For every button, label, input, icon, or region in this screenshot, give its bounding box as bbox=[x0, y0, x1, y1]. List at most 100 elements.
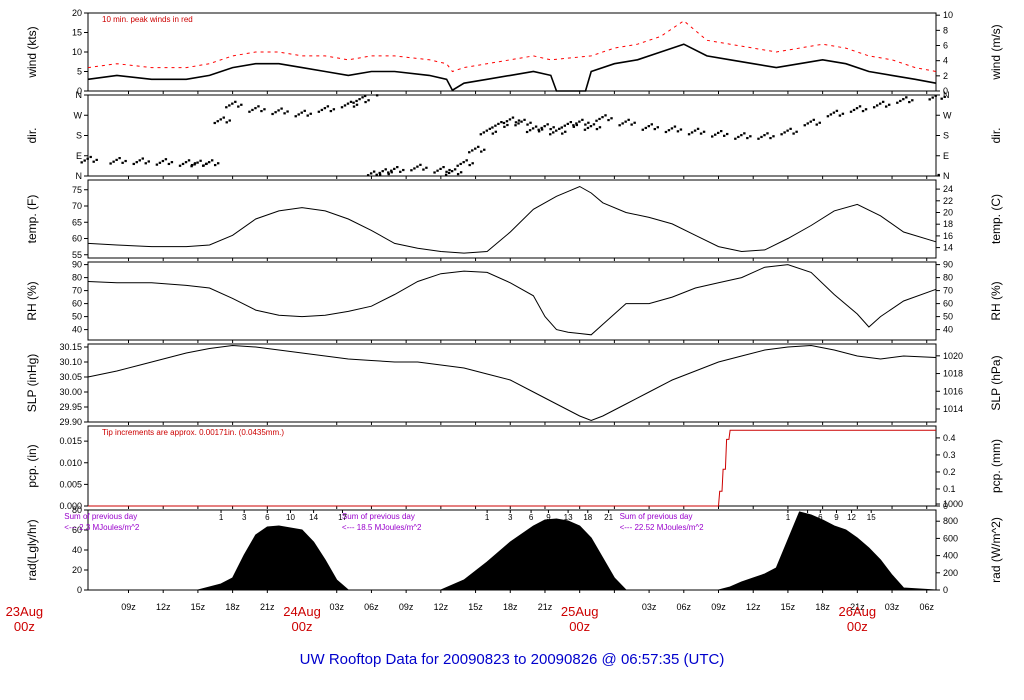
dir-point bbox=[630, 123, 633, 126]
dir-point bbox=[826, 115, 830, 118]
dir-point bbox=[803, 124, 806, 127]
temp-series-line bbox=[87, 185, 937, 254]
rh-left-tick-label: 40 bbox=[72, 325, 82, 335]
rh-panel: 40 50 60 70 80 90 40 50 60 70 80 90 RH (%) RH (%) bbox=[25, 260, 1003, 343]
dir-ylabel-left: dir. bbox=[25, 127, 39, 143]
rh-left-tick-label: 70 bbox=[72, 286, 82, 296]
dir-point bbox=[196, 161, 199, 164]
dir-point bbox=[549, 127, 552, 131]
dir-point bbox=[940, 97, 943, 100]
dir-point bbox=[297, 113, 300, 116]
dir-point bbox=[358, 98, 361, 101]
dir-point bbox=[560, 126, 564, 129]
rh-right-tick-label: 40 bbox=[943, 325, 953, 335]
dir-point bbox=[592, 123, 596, 126]
slp-left-tick-label: 30.15 bbox=[59, 342, 82, 352]
rad-left-tick-label: 60 bbox=[72, 525, 82, 535]
hour-label: 09z bbox=[399, 602, 414, 612]
dir-point bbox=[855, 107, 859, 110]
slp-right-tick-label: 1020 bbox=[943, 351, 963, 361]
dir-point bbox=[332, 108, 336, 111]
dir-point bbox=[141, 157, 144, 160]
pcp-left-tick-label: 0.005 bbox=[59, 479, 82, 489]
dir-point bbox=[583, 128, 587, 131]
dir-point bbox=[363, 94, 367, 98]
dir-point bbox=[260, 109, 263, 113]
temp-right-tick-label: 22 bbox=[943, 196, 953, 206]
temp-right-tick-label: 20 bbox=[943, 208, 953, 218]
dir-point bbox=[723, 134, 726, 137]
wind-series-line bbox=[87, 43, 937, 92]
dir-left-tick-label: N bbox=[76, 171, 83, 181]
dir-point bbox=[355, 99, 358, 103]
dir-point bbox=[410, 169, 413, 172]
dir-point bbox=[769, 136, 772, 140]
dir-point bbox=[835, 109, 839, 112]
dir-point bbox=[444, 173, 448, 176]
pst-hour-label: 12 bbox=[847, 513, 856, 522]
wind-left-tick-label: 10 bbox=[72, 47, 82, 57]
dir-point bbox=[852, 108, 856, 112]
dir-point bbox=[459, 171, 463, 174]
dir-point bbox=[228, 104, 231, 107]
dir-point bbox=[604, 114, 607, 117]
dir-point bbox=[280, 107, 283, 110]
dir-point bbox=[480, 150, 483, 153]
dir-point bbox=[184, 161, 188, 164]
dir-point bbox=[529, 121, 532, 124]
dir-point bbox=[234, 100, 237, 103]
pcp-ylabel-left: pcp. (in) bbox=[25, 444, 39, 487]
dir-point bbox=[323, 107, 327, 110]
dir-point bbox=[720, 130, 723, 133]
dir-point bbox=[271, 112, 274, 116]
hour-label: 15z bbox=[468, 602, 483, 612]
dir-point bbox=[352, 105, 356, 108]
dir-point bbox=[286, 110, 289, 113]
rad-right-tick-label: 1000 bbox=[943, 499, 963, 509]
dir-point bbox=[210, 159, 214, 162]
dir-point bbox=[517, 122, 520, 125]
dir-point bbox=[181, 162, 185, 166]
dir-point bbox=[589, 125, 593, 128]
dir-point bbox=[468, 151, 471, 154]
dir-point bbox=[537, 130, 541, 133]
dir-point bbox=[161, 159, 165, 163]
day-label-time: 00z bbox=[847, 619, 868, 634]
hour-label: 12z bbox=[156, 602, 171, 612]
dir-point bbox=[552, 126, 555, 129]
dir-point bbox=[587, 121, 590, 124]
dir-point bbox=[147, 160, 150, 163]
rh-ylabel-right: RH (%) bbox=[989, 281, 1003, 320]
dir-right-tick-label: W bbox=[943, 110, 952, 120]
slp-panel: 29.90 29.95 30.00 30.05 30.10 30.15 1014 1016 10… bbox=[25, 342, 1003, 427]
rh-right-tick-label: 90 bbox=[943, 260, 953, 270]
dir-point bbox=[633, 121, 636, 124]
dir-point bbox=[369, 172, 373, 175]
hour-label: 03z bbox=[642, 602, 657, 612]
hour-label: 15z bbox=[781, 602, 796, 612]
dir-point bbox=[294, 115, 297, 118]
rad-right-tick-label: 600 bbox=[943, 533, 958, 543]
rad-left-tick-label: 40 bbox=[72, 545, 82, 555]
dir-point bbox=[485, 129, 489, 132]
temp-left-tick-label: 55 bbox=[72, 250, 82, 260]
dir-point bbox=[193, 163, 196, 166]
rh-left-tick-label: 80 bbox=[72, 273, 82, 283]
dir-point bbox=[624, 120, 627, 123]
slp-series-line bbox=[87, 344, 937, 422]
dir-point bbox=[523, 118, 526, 121]
dir-point bbox=[618, 124, 621, 127]
dir-right-tick-label: N bbox=[943, 171, 950, 181]
temp-left-tick-label: 60 bbox=[72, 234, 82, 244]
dir-point bbox=[726, 132, 729, 136]
rh-left-tick-label: 50 bbox=[72, 312, 82, 322]
dir-point bbox=[213, 163, 217, 167]
dir-point bbox=[121, 161, 124, 164]
dir-point bbox=[453, 168, 457, 171]
dir-point bbox=[366, 174, 370, 177]
dir-right-tick-label: N bbox=[943, 90, 950, 100]
wind-annotation: 10 min. peak winds in red bbox=[102, 15, 193, 24]
dir-point bbox=[456, 172, 460, 176]
